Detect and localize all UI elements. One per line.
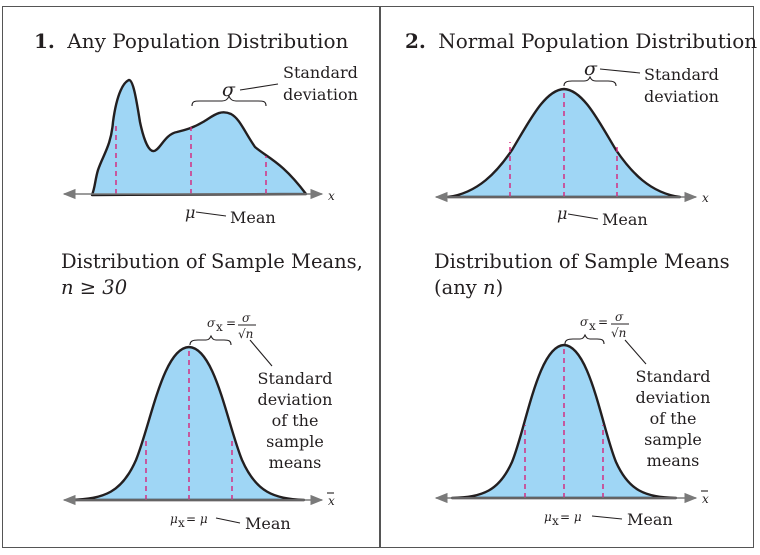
left-sample-mean-leader (215, 517, 241, 524)
left-sample-std-leader (249, 339, 273, 367)
left-population-plot: x σ Standard deviation μ Mean (62, 63, 358, 227)
right-mu-xbar: μ (544, 510, 552, 524)
left-sigma-xbar-den: √n (238, 327, 253, 341)
left-sample-std-1: Standard (258, 369, 333, 388)
left-pop-mean-leader (195, 211, 227, 217)
right-mu-xbar-eq: = μ (560, 510, 582, 524)
right-sample-sigma-brace (564, 333, 605, 345)
left-sample-std-3: of the (272, 411, 319, 430)
right-pop-sigma-brace (563, 75, 617, 87)
right-population-plot: x σ Standard deviation μ Mean (434, 58, 719, 229)
right-sample-std-5: means (647, 451, 700, 470)
panel-divider (379, 6, 381, 548)
left-heading: 1. Any Population Distribution (34, 29, 348, 53)
left-sigma-xbar-num: σ (242, 311, 251, 325)
right-sigma-xbar-lhs: σ (580, 315, 589, 329)
left-pop-mean-label: Mean (230, 208, 276, 227)
right-panel: 2. Normal Population Distribution x σ St… (405, 29, 757, 529)
right-title: Normal Population Distribution (438, 29, 757, 53)
right-number: 2. (405, 29, 426, 53)
left-sample-std-2: deviation (258, 390, 333, 409)
left-pop-sigma: σ (222, 79, 236, 101)
left-sigma-xbar-eq: = (226, 316, 236, 330)
left-mu-xbar-eq: = μ (186, 512, 208, 526)
left-pop-sigma-brace (191, 94, 267, 107)
left-sigma-xbar-sub: x (216, 320, 223, 334)
right-sample-xbar-label: x (702, 492, 709, 506)
left-sample-sigma-brace (189, 334, 232, 346)
left-number: 1. (34, 29, 55, 53)
left-sample-plot: x σ x = σ √n Standard deviation of the s… (62, 311, 335, 533)
right-mu-xbar-sub: x (552, 514, 559, 528)
right-heading: 2. Normal Population Distribution (405, 29, 757, 53)
left-sample-title: Distribution of Sample Means, (61, 250, 363, 273)
right-sigma-xbar-num: σ (615, 310, 624, 324)
right-sigma-xbar-sub: x (589, 319, 596, 333)
right-n-condition: (any n) (434, 276, 503, 299)
left-sample-xbar-label: x (328, 494, 335, 508)
right-sample-title: Distribution of Sample Means (434, 250, 730, 273)
right-sample-plot: x σ x = σ √n Standard deviation of the s… (434, 310, 711, 529)
figure-frame (2, 6, 754, 548)
right-sample-std-1: Standard (636, 367, 711, 386)
left-pop-sigma-leader (239, 83, 279, 91)
right-pop-x-label: x (702, 191, 709, 205)
left-sample-mean-label: Mean (245, 514, 291, 533)
right-sample-std-leader (624, 339, 647, 365)
right-sample-std-4: sample (644, 430, 702, 449)
right-pop-mu: μ (557, 204, 567, 223)
left-pop-mu: μ (185, 203, 195, 222)
right-sigma-xbar-den: √n (611, 326, 626, 340)
right-pop-std-line2: deviation (644, 87, 719, 106)
left-pop-std-line2: deviation (283, 85, 358, 104)
right-pop-mean-label: Mean (602, 210, 648, 229)
right-sample-std-2: deviation (636, 388, 711, 407)
left-pop-std-line1: Standard (283, 63, 358, 82)
left-title: Any Population Distribution (66, 29, 348, 53)
left-panel: 1. Any Population Distribution x σ Stand… (34, 29, 363, 533)
left-mu-xbar: μ (170, 512, 178, 526)
left-pop-x-label: x (328, 189, 335, 203)
right-sample-mean-leader (591, 515, 623, 520)
right-pop-sigma: σ (584, 58, 598, 80)
right-pop-std-line1: Standard (644, 65, 719, 84)
left-sample-std-5: means (269, 453, 322, 472)
right-pop-sigma-leader (599, 68, 641, 74)
left-n-condition: n ≥ 30 (61, 276, 127, 299)
left-sample-curve (68, 345, 306, 502)
left-sample-std-4: sample (266, 432, 324, 451)
left-mu-xbar-sub: x (178, 516, 185, 530)
left-sigma-xbar-lhs: σ (207, 316, 216, 330)
right-sample-std-3: of the (650, 409, 697, 428)
right-sigma-xbar-eq: = (598, 315, 608, 329)
right-sample-mean-label: Mean (627, 510, 673, 529)
right-pop-mean-leader (567, 213, 599, 220)
left-population-curve (90, 78, 308, 197)
